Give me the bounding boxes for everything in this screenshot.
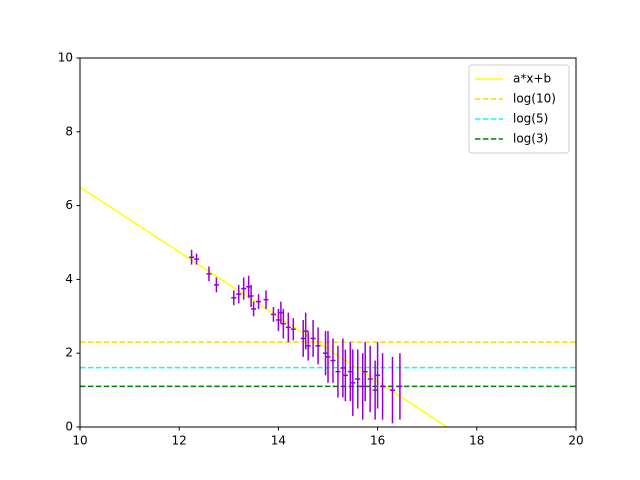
legend-label: log(5) bbox=[513, 112, 548, 126]
y-tick-label: 8 bbox=[65, 124, 73, 138]
y-tick-label: 6 bbox=[65, 198, 73, 212]
x-tick-label: 16 bbox=[370, 434, 385, 448]
legend-label: a*x+b bbox=[513, 72, 551, 86]
y-tick-label: 2 bbox=[65, 346, 73, 360]
legend-label: log(3) bbox=[513, 132, 548, 146]
axes: 10 12 14 16 18 20 0 2 4 6 8 10 a*x+b log(10) log(5) log… bbox=[58, 51, 584, 448]
axes-frame bbox=[79, 57, 577, 428]
x-tick-label: 14 bbox=[271, 434, 286, 448]
x-tick-label: 18 bbox=[469, 434, 484, 448]
legend-label: log(10) bbox=[513, 92, 556, 106]
y-tick-label: 0 bbox=[65, 420, 73, 434]
x-tick-label: 20 bbox=[568, 434, 583, 448]
x-tick-label: 12 bbox=[172, 434, 187, 448]
plot-area bbox=[80, 186, 576, 427]
legend-box bbox=[468, 64, 570, 154]
y-tick-label: 4 bbox=[65, 272, 73, 286]
y-tick-label: 10 bbox=[58, 51, 73, 65]
x-tick-label: 10 bbox=[72, 434, 87, 448]
series-line bbox=[80, 186, 448, 427]
